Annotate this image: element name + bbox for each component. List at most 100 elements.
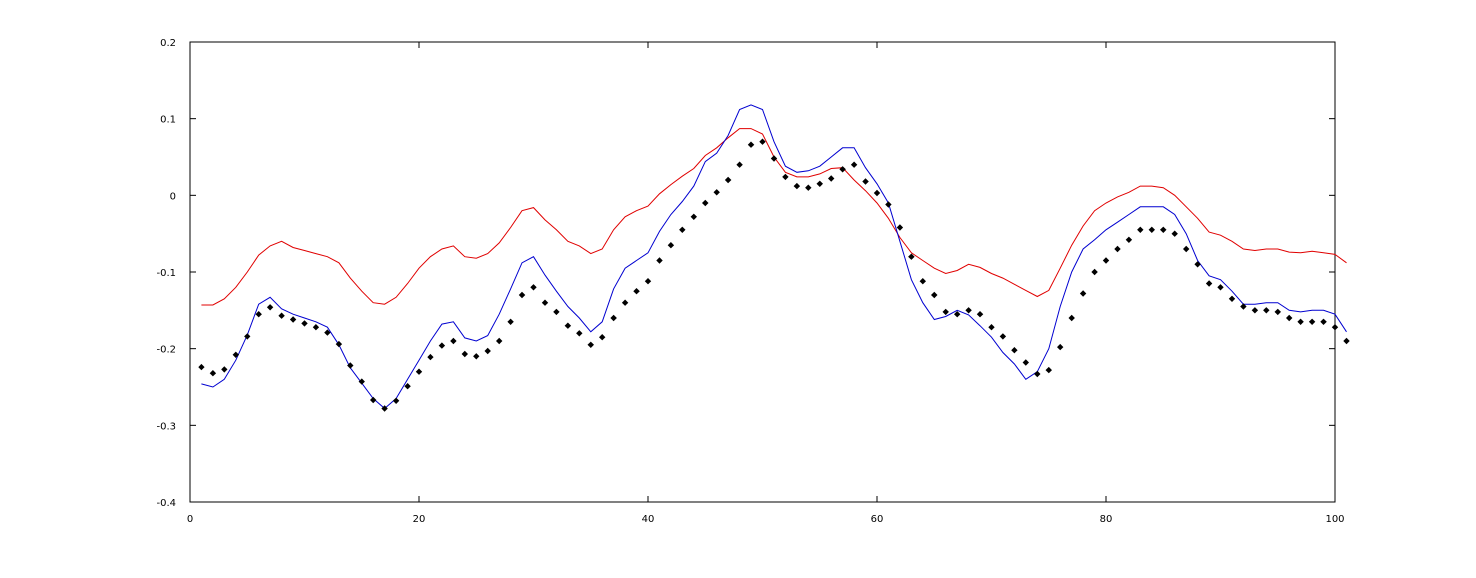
- data-point-marker: [324, 329, 331, 336]
- data-point-marker: [621, 299, 629, 306]
- data-point-marker: [1091, 268, 1098, 276]
- x-tick-label: 0: [187, 514, 193, 525]
- data-point-marker: [450, 337, 457, 345]
- data-point-marker: [1068, 314, 1075, 322]
- series-layer: [198, 104, 1350, 412]
- data-point-marker: [816, 180, 823, 187]
- data-point-marker: [610, 314, 617, 322]
- data-point-marker: [862, 178, 869, 185]
- data-point-marker: [312, 324, 320, 331]
- data-point-marker: [747, 141, 755, 148]
- data-point-marker: [1057, 343, 1064, 351]
- plot-frame: [189, 41, 1336, 503]
- data-point-marker: [209, 370, 217, 377]
- data-point-marker: [633, 288, 640, 295]
- data-point-marker: [541, 299, 549, 306]
- data-point-marker: [255, 311, 262, 318]
- data-point-marker: [931, 291, 938, 299]
- series-line-2: [201, 104, 1347, 410]
- series-line-1: [201, 128, 1347, 306]
- data-point-marker: [1297, 318, 1304, 325]
- data-point-marker: [335, 340, 343, 348]
- data-point-marker: [564, 322, 572, 329]
- data-point-marker: [347, 362, 354, 369]
- data-point-marker: [1160, 226, 1167, 233]
- data-point-marker: [392, 397, 400, 404]
- data-point-marker: [1240, 303, 1247, 310]
- data-point-marker: [507, 318, 514, 325]
- data-point-marker: [1034, 370, 1041, 378]
- data-point-marker: [415, 368, 423, 375]
- data-point-marker: [1148, 226, 1155, 233]
- data-point-marker: [679, 226, 686, 233]
- data-point-marker: [1331, 324, 1339, 331]
- data-point-marker: [850, 161, 858, 168]
- y-tick-label: 0: [170, 191, 176, 202]
- data-point-marker: [954, 311, 961, 318]
- data-point-marker: [919, 278, 926, 285]
- data-point-marker: [656, 257, 663, 264]
- y-tick-label: 0.2: [160, 38, 176, 49]
- data-point-marker: [1183, 245, 1190, 253]
- data-point-marker: [1308, 318, 1316, 325]
- x-tick-label: 20: [413, 514, 426, 525]
- data-point-marker: [828, 175, 835, 182]
- data-point-marker: [1045, 366, 1052, 374]
- data-point-marker: [839, 166, 846, 173]
- data-point-marker: [1251, 307, 1259, 314]
- data-point-marker: [370, 396, 377, 404]
- data-point-marker: [484, 347, 491, 355]
- y-axis-tick-labels: -0.4 -0.3 -0.2 -0.1 0 0.1 0.2: [156, 38, 176, 509]
- x-tick-label: 60: [871, 514, 884, 525]
- data-point-marker: [473, 353, 480, 360]
- x-tick-label: 80: [1100, 514, 1113, 525]
- data-point-marker: [690, 213, 697, 220]
- data-point-marker: [965, 307, 972, 314]
- data-point-marker: [518, 291, 526, 299]
- data-point-marker: [438, 342, 446, 349]
- y-tick-label: -0.1: [156, 268, 176, 279]
- data-point-marker: [553, 308, 560, 316]
- data-point-marker: [587, 341, 594, 348]
- data-point-marker: [289, 316, 297, 323]
- data-point-marker: [1217, 284, 1224, 291]
- series-markers-3: [198, 138, 1350, 412]
- x-tick-label: 40: [642, 514, 655, 525]
- data-point-marker: [496, 337, 503, 345]
- data-point-marker: [1102, 257, 1110, 264]
- data-point-marker: [999, 333, 1007, 340]
- data-point-marker: [278, 312, 285, 319]
- data-point-marker: [1343, 337, 1350, 345]
- data-point-marker: [1079, 290, 1087, 297]
- data-point-marker: [759, 138, 766, 145]
- data-point-marker: [244, 333, 251, 340]
- y-tick-label: -0.3: [156, 421, 176, 432]
- data-point-marker: [461, 350, 468, 358]
- data-point-marker: [976, 311, 984, 318]
- data-point-marker: [724, 176, 732, 184]
- y-tick-label: -0.2: [156, 345, 176, 356]
- data-point-marker: [381, 405, 388, 412]
- y-tick-label: -0.4: [156, 498, 176, 509]
- data-point-marker: [404, 383, 411, 390]
- data-point-marker: [1286, 314, 1293, 322]
- data-point-marker: [713, 189, 720, 196]
- data-point-marker: [1125, 236, 1133, 243]
- x-axis-tick-labels: 0 20 40 60 80 100: [187, 514, 1345, 525]
- data-point-marker: [1205, 280, 1213, 287]
- data-point-marker: [358, 378, 365, 385]
- data-point-marker: [873, 189, 881, 197]
- data-point-marker: [782, 173, 789, 181]
- data-point-marker: [232, 351, 239, 358]
- data-point-marker: [805, 184, 812, 191]
- data-point-marker: [942, 308, 949, 316]
- data-point-marker: [198, 363, 205, 371]
- data-point-marker: [1171, 230, 1178, 237]
- data-point-marker: [1114, 245, 1121, 253]
- data-point-marker: [644, 278, 652, 285]
- data-point-marker: [1320, 318, 1327, 325]
- data-point-marker: [793, 182, 801, 190]
- data-point-marker: [266, 304, 274, 311]
- data-point-marker: [988, 324, 995, 331]
